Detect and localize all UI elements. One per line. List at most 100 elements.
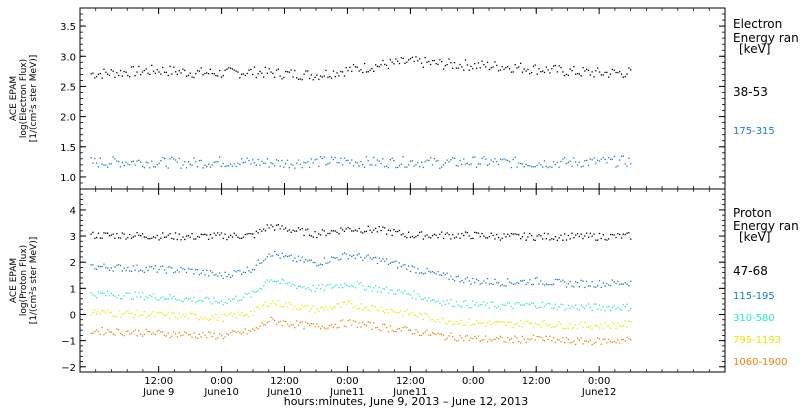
data-point (397, 60, 399, 62)
data-point (611, 158, 613, 161)
data-point (147, 297, 149, 299)
data-point (154, 237, 156, 239)
data-point (165, 71, 167, 73)
data-point (226, 238, 228, 241)
data-point (352, 320, 355, 322)
data-point (613, 340, 615, 343)
data-point (571, 70, 573, 72)
data-point (549, 303, 551, 305)
data-point (127, 266, 129, 268)
data-point (141, 270, 144, 272)
data-point (402, 233, 404, 235)
data-point (514, 303, 516, 305)
data-point (283, 279, 285, 281)
data-point (417, 293, 419, 295)
data-point (274, 280, 276, 283)
data-point (96, 268, 98, 270)
data-point (152, 332, 155, 334)
data-point (620, 283, 623, 285)
data-point (90, 264, 92, 266)
data-point (584, 70, 586, 72)
data-point (327, 163, 329, 165)
data-point (338, 286, 340, 289)
data-point (630, 280, 632, 282)
data-point (527, 165, 529, 167)
data-point (279, 257, 281, 259)
data-point (125, 161, 127, 163)
data-point (103, 310, 105, 312)
data-point (518, 302, 520, 304)
data-point (400, 163, 402, 165)
data-point (586, 304, 588, 307)
data-point (345, 159, 347, 162)
data-point (296, 260, 298, 263)
data-point (167, 332, 169, 334)
data-point (479, 283, 481, 285)
data-point (332, 70, 335, 72)
data-point (341, 164, 344, 166)
data-point (455, 340, 457, 342)
data-point (580, 233, 582, 235)
data-point (569, 307, 571, 310)
data-point (292, 260, 294, 262)
data-point (459, 63, 461, 66)
data-point (457, 304, 459, 306)
data-point (248, 270, 250, 272)
data-point (129, 270, 131, 272)
data-point (196, 166, 199, 168)
data-point (426, 267, 428, 270)
data-point (189, 334, 191, 336)
data-point (431, 319, 434, 321)
legend-title: Electron (733, 17, 782, 31)
data-point (393, 159, 395, 162)
data-point (171, 267, 173, 269)
data-point (259, 228, 261, 231)
data-point (290, 303, 292, 306)
data-point (97, 291, 100, 293)
data-point (472, 277, 474, 280)
data-point (196, 235, 199, 238)
data-point (312, 305, 314, 307)
data-point (261, 72, 263, 74)
data-point (263, 162, 265, 165)
data-point (375, 256, 377, 259)
data-point (92, 312, 94, 314)
data-point (419, 166, 421, 168)
data-point (622, 233, 624, 235)
data-point (397, 230, 399, 233)
data-point (127, 310, 129, 312)
data-point (294, 230, 296, 232)
data-point (532, 334, 535, 336)
data-point (90, 157, 92, 159)
data-point (439, 274, 441, 276)
data-point (376, 326, 379, 329)
data-point (609, 233, 612, 236)
data-point (252, 314, 254, 316)
data-point (202, 331, 204, 334)
data-point (123, 70, 125, 73)
data-point (163, 298, 166, 300)
data-point (158, 162, 160, 164)
data-point (310, 235, 312, 237)
data-point (266, 72, 268, 74)
data-point (296, 320, 298, 322)
data-point (492, 339, 494, 341)
data-point (345, 326, 347, 328)
data-point (94, 330, 96, 333)
data-point (420, 298, 423, 301)
data-point (116, 264, 118, 266)
data-point (110, 331, 112, 333)
data-point (272, 225, 274, 228)
data-point (154, 333, 156, 335)
data-point (459, 159, 461, 162)
data-point (510, 232, 513, 235)
data-point (521, 163, 524, 165)
data-point (255, 306, 257, 308)
data-point (525, 70, 527, 72)
data-point (308, 77, 311, 80)
data-point (369, 69, 371, 71)
data-point (527, 236, 529, 238)
data-point (191, 336, 193, 338)
data-point (312, 261, 314, 264)
data-point (536, 277, 538, 279)
